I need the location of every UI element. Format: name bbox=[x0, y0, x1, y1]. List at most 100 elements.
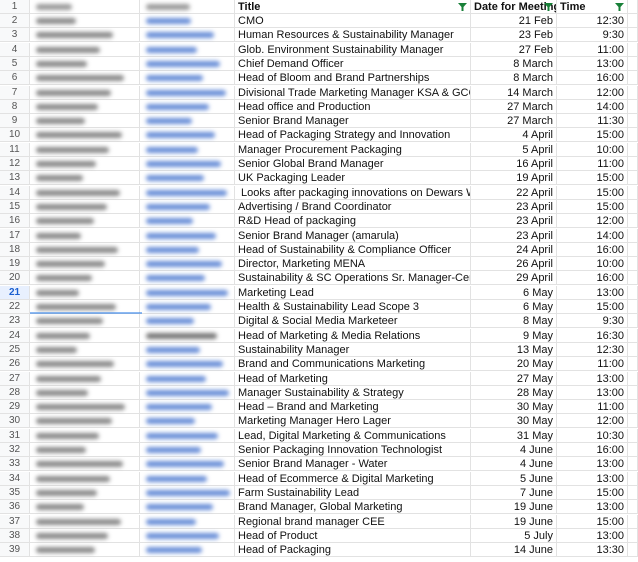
cell[interactable] bbox=[140, 429, 235, 443]
row-number[interactable]: 35 bbox=[0, 486, 30, 500]
cell[interactable]: 23 April bbox=[471, 214, 557, 228]
cell[interactable]: Digital & Social Media Marketeer bbox=[235, 314, 471, 328]
cell[interactable] bbox=[30, 529, 140, 543]
cell[interactable]: 15:00 bbox=[557, 186, 628, 200]
cell[interactable]: Senior Packaging Innovation Technologist bbox=[235, 443, 471, 457]
row-number[interactable]: 38 bbox=[0, 529, 30, 543]
row-number[interactable]: 18 bbox=[0, 243, 30, 257]
cell[interactable] bbox=[140, 43, 235, 57]
cell[interactable] bbox=[628, 271, 638, 285]
cell[interactable]: Marketing Lead bbox=[235, 286, 471, 300]
cell[interactable]: 4 April bbox=[471, 128, 557, 142]
cell[interactable] bbox=[30, 472, 140, 486]
cell[interactable]: Head of Ecommerce & Digital Marketing bbox=[235, 472, 471, 486]
cell[interactable]: Lead, Digital Marketing & Communications bbox=[235, 429, 471, 443]
cell[interactable]: Health & Sustainability Lead Scope 3 bbox=[235, 300, 471, 314]
cell[interactable] bbox=[628, 14, 638, 28]
cell[interactable] bbox=[628, 443, 638, 457]
cell[interactable] bbox=[30, 28, 140, 42]
cell[interactable]: Marketing Manager Hero Lager bbox=[235, 414, 471, 428]
cell[interactable] bbox=[140, 28, 235, 42]
cell[interactable] bbox=[30, 171, 140, 185]
cell[interactable] bbox=[140, 457, 235, 471]
cell[interactable] bbox=[30, 114, 140, 128]
row-number[interactable]: 20 bbox=[0, 271, 30, 285]
cell[interactable] bbox=[140, 543, 235, 557]
cell[interactable]: 13:00 bbox=[557, 57, 628, 71]
cell[interactable] bbox=[140, 157, 235, 171]
cell[interactable]: 13:00 bbox=[557, 372, 628, 386]
cell[interactable]: Head of Marketing bbox=[235, 372, 471, 386]
row-number[interactable]: 21 bbox=[0, 286, 30, 300]
cell[interactable]: 27 March bbox=[471, 100, 557, 114]
cell[interactable] bbox=[628, 157, 638, 171]
cell[interactable] bbox=[30, 443, 140, 457]
cell[interactable]: 31 May bbox=[471, 429, 557, 443]
cell[interactable]: 13:30 bbox=[557, 543, 628, 557]
row-number[interactable]: 31 bbox=[0, 429, 30, 443]
cell[interactable]: 13:00 bbox=[557, 472, 628, 486]
cell[interactable]: 16:00 bbox=[557, 443, 628, 457]
row-number[interactable]: 14 bbox=[0, 186, 30, 200]
cell[interactable] bbox=[628, 543, 638, 557]
cell[interactable] bbox=[628, 100, 638, 114]
cell[interactable] bbox=[628, 500, 638, 514]
cell[interactable] bbox=[140, 86, 235, 100]
cell[interactable] bbox=[140, 71, 235, 85]
cell[interactable]: 4 June bbox=[471, 443, 557, 457]
cell[interactable] bbox=[140, 472, 235, 486]
cell[interactable] bbox=[628, 286, 638, 300]
cell[interactable] bbox=[628, 71, 638, 85]
cell[interactable] bbox=[628, 186, 638, 200]
cell[interactable] bbox=[628, 143, 638, 157]
cell[interactable] bbox=[30, 271, 140, 285]
cell[interactable]: Head of Bloom and Brand Partnerships bbox=[235, 71, 471, 85]
cell[interactable]: 15:00 bbox=[557, 486, 628, 500]
cell[interactable] bbox=[30, 157, 140, 171]
cell[interactable]: 19 June bbox=[471, 515, 557, 529]
row-number[interactable]: 13 bbox=[0, 171, 30, 185]
row-number[interactable]: 6 bbox=[0, 71, 30, 85]
cell[interactable]: 10:00 bbox=[557, 257, 628, 271]
row-number[interactable]: 16 bbox=[0, 214, 30, 228]
cell[interactable]: Divisional Trade Marketing Manager KSA &… bbox=[235, 86, 471, 100]
cell[interactable]: 16:00 bbox=[557, 271, 628, 285]
row-number[interactable]: 37 bbox=[0, 515, 30, 529]
row-number[interactable]: 5 bbox=[0, 57, 30, 71]
cell[interactable] bbox=[628, 529, 638, 543]
row-number[interactable]: 10 bbox=[0, 128, 30, 142]
row-number[interactable]: 26 bbox=[0, 357, 30, 371]
cell[interactable]: 14:00 bbox=[557, 229, 628, 243]
cell[interactable] bbox=[140, 128, 235, 142]
cell[interactable]: 4 June bbox=[471, 457, 557, 471]
cell[interactable]: Manager Procurement Packaging bbox=[235, 143, 471, 157]
cell[interactable]: 30 May bbox=[471, 400, 557, 414]
cell[interactable]: Director, Marketing MENA bbox=[235, 257, 471, 271]
cell[interactable] bbox=[140, 486, 235, 500]
cell[interactable] bbox=[140, 14, 235, 28]
cell[interactable] bbox=[30, 343, 140, 357]
cell[interactable] bbox=[140, 271, 235, 285]
cell[interactable]: 8 May bbox=[471, 314, 557, 328]
cell[interactable] bbox=[628, 200, 638, 214]
cell[interactable] bbox=[30, 286, 140, 300]
row-number[interactable]: 2 bbox=[0, 14, 30, 28]
cell[interactable]: 19 June bbox=[471, 500, 557, 514]
cell[interactable] bbox=[140, 372, 235, 386]
row-number[interactable]: 36 bbox=[0, 500, 30, 514]
cell[interactable]: 29 April bbox=[471, 271, 557, 285]
cell[interactable] bbox=[628, 114, 638, 128]
row-number[interactable]: 4 bbox=[0, 43, 30, 57]
cell[interactable]: Sustainability & SC Operations Sr. Manag… bbox=[235, 271, 471, 285]
cell[interactable] bbox=[30, 229, 140, 243]
row-number[interactable]: 8 bbox=[0, 100, 30, 114]
cell[interactable]: 9:30 bbox=[557, 314, 628, 328]
cell[interactable]: 19 April bbox=[471, 171, 557, 185]
row-number[interactable]: 23 bbox=[0, 314, 30, 328]
column-header[interactable] bbox=[30, 0, 140, 14]
cell[interactable]: 11:00 bbox=[557, 357, 628, 371]
cell[interactable]: Senior Brand Manager (amarula) bbox=[235, 229, 471, 243]
cell[interactable] bbox=[30, 414, 140, 428]
cell[interactable]: Brand and Communications Marketing bbox=[235, 357, 471, 371]
row-number[interactable]: 12 bbox=[0, 157, 30, 171]
